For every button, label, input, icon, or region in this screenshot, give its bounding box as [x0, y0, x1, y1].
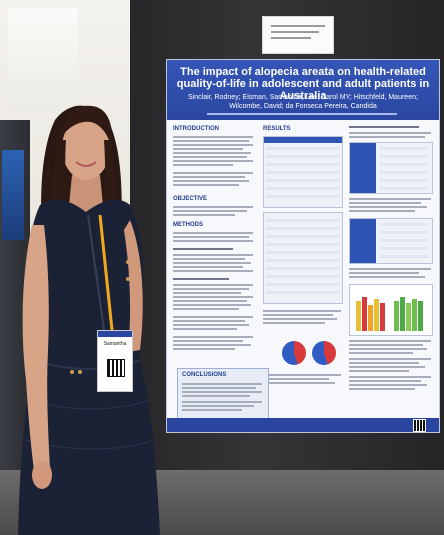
poster-title: The impact of alopecia areata on health-… [176, 66, 430, 102]
section-results: RESULTS [263, 126, 291, 132]
neighbor-banner [2, 150, 24, 240]
results-table-2 [263, 212, 343, 304]
poster-header: The impact of alopecia areata on health-… [167, 60, 439, 120]
background-window [8, 8, 78, 108]
board-label-card [262, 16, 334, 54]
badge-qr-icon [107, 359, 125, 377]
section-conclusions: CONCLUSIONS [182, 372, 227, 378]
section-introduction: INTRODUCTION [173, 126, 219, 132]
research-poster: The impact of alopecia areata on health-… [167, 60, 439, 432]
bar-chart-figure [349, 284, 433, 336]
poster-authors: Sinclair, Rodney; Eisman, Samantha; Lee,… [188, 94, 418, 110]
pie-chart-1 [281, 340, 307, 366]
section-methods: METHODS [173, 222, 203, 228]
pie-chart-2 [311, 340, 337, 366]
poster-column-right [349, 126, 433, 406]
results-table-4 [349, 218, 433, 264]
results-table-1 [263, 136, 343, 208]
poster-footer [167, 418, 439, 432]
section-objective: OBJECTIVE [173, 196, 208, 202]
floor [0, 470, 444, 535]
qr-code-icon [413, 419, 426, 432]
results-table-3 [349, 142, 433, 194]
poster-column-middle: RESULTS [263, 126, 343, 406]
badge-name: Samantha [103, 341, 127, 347]
poster-affiliations [207, 113, 397, 115]
conclusions-box: CONCLUSIONS [177, 368, 269, 420]
poster-column-left: INTRODUCTION OBJECTIVE METHODS [173, 126, 257, 406]
name-badge: Samantha [97, 330, 133, 392]
